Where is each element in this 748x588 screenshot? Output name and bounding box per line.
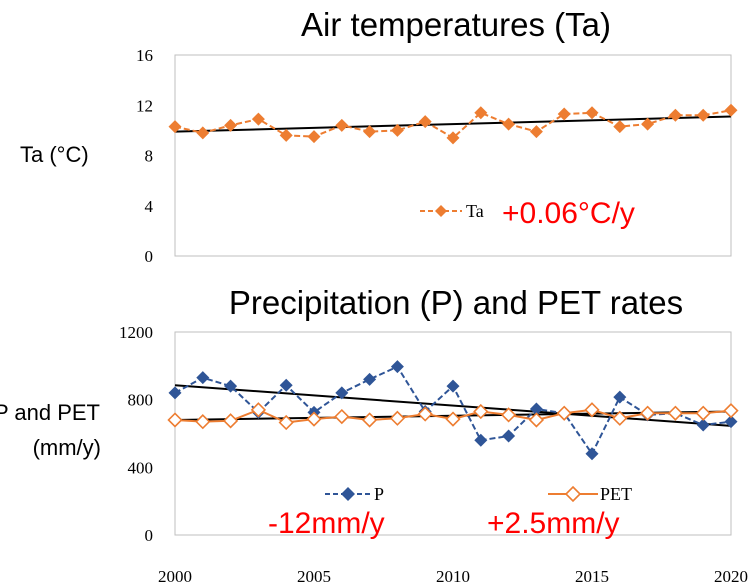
bottom-series-pet-point [667,405,684,421]
legend-p-label: P [374,484,384,504]
bottom-x-tick-label: 2005 [297,567,331,586]
legend-pet-marker [564,485,582,503]
top-series-ta-point [251,112,265,126]
bottom-series-pet-point [167,412,183,428]
bottom-series-p-point [585,447,599,461]
top-y-tick-label: 4 [145,197,154,216]
top-y-tick-label: 8 [145,147,154,166]
top-series-ta-point [696,108,710,122]
bottom-series-pet-point [639,405,656,421]
top-series-ta-point [613,120,627,134]
bottom-series-pet-point [612,410,628,426]
bottom-series-p-point [390,360,404,374]
bottom-series-p-point [502,429,516,443]
top-series-ta-point [446,131,460,145]
bottom-series-pet-point [528,412,545,428]
bottom-series-pet-point [306,411,322,427]
bottom-series-p-point [613,390,627,404]
bottom-series-pet-point [222,413,239,429]
bottom-y-tick-label: 400 [128,458,154,477]
bottom-series-pet-point [556,405,572,421]
top-trend-annotation: +0.06°C/y [502,197,635,230]
top-series-ta-point [502,117,516,131]
bottom-series-p-point [446,379,460,393]
bottom-series-pet-point [500,407,517,423]
bottom-x-tick-label: 2015 [575,567,609,586]
bottom-trend-annotation-p: -12mm/y [268,507,385,540]
legend-p-marker [341,487,355,501]
bottom-y-tick-label: 800 [128,391,154,410]
bottom-series-pet-point [389,410,406,426]
bottom-series-p-point [529,402,543,416]
bottom-trend-annotation-pet: +2.5mm/y [487,507,620,540]
bottom-y-axis-label-line1: P and PET [0,400,100,425]
bottom-plot-area [174,331,732,536]
bottom-series-pet-point [250,402,267,418]
top-series-ta-point [668,108,682,122]
legend-pet-label: PET [600,484,632,504]
top-series-ta-point [641,117,655,131]
bottom-series-p-point [335,386,349,400]
bottom-series-pet-point [195,414,211,430]
bottom-series-pet-point [417,406,433,422]
bottom-x-tick-label: 2010 [436,567,470,586]
top-series-ta-point [390,123,404,137]
top-y-tick-label: 12 [136,96,153,115]
top-series-ta-point [363,125,377,139]
bottom-y-axis-label-line2: (mm/y) [33,435,101,460]
bottom-y-tick-label: 1200 [119,323,153,342]
top-series-ta-point [557,107,571,121]
top-plot-area [174,54,732,257]
bottom-series-p-point [168,386,182,400]
bottom-series-pet-point [278,414,294,431]
bottom-series-pet-point [334,408,350,425]
bottom-series-pet-point [445,411,461,427]
top-y-tick-label: 16 [136,46,153,65]
bottom-y-tick-label: 0 [145,526,154,545]
top-series-ta-point [585,106,599,120]
top-series-ta-point [418,115,432,129]
bottom-trend-line [174,384,732,427]
bottom-series-p-point [474,433,488,447]
top-series-ta-point [224,118,238,132]
bottom-chart-title: Precipitation (P) and PET rates [229,284,683,321]
top-legend: Ta [420,201,484,221]
bottom-series-pet-point [361,412,378,428]
bottom-series-p-point [724,415,738,429]
top-series-ta-point [196,126,210,140]
bottom-x-tick-label: 2020 [714,567,748,586]
legend-ta-label: Ta [466,201,484,221]
bottom-series-pet-point [723,403,739,419]
bottom-legend: P PET [325,484,632,504]
top-series-ta-point [474,106,488,120]
bottom-series-p-point [696,418,710,432]
top-series-ta-point [307,130,321,144]
top-trend-line [174,115,732,133]
top-chart-title: Air temperatures (Ta) [301,6,611,43]
bottom-series-pet-point [473,403,489,420]
top-series-ta-point [529,125,543,139]
bottom-series-p-point [363,372,377,386]
legend-ta-marker [435,205,447,217]
bottom-series-pet-point [695,405,711,421]
top-series-ta-point [335,118,349,132]
top-series-ta-point [168,120,182,134]
bottom-series-p-point [196,371,210,385]
bottom-x-tick-label: 2000 [158,567,192,586]
bottom-series-pet-point [584,402,600,418]
top-y-axis-label: Ta (°C) [20,142,89,167]
top-series-ta-point [279,128,293,142]
bottom-series-p-point [279,378,293,392]
top-y-tick-label: 0 [145,247,154,266]
bottom-series-p-point [224,379,238,393]
top-series-ta-point [724,103,738,117]
